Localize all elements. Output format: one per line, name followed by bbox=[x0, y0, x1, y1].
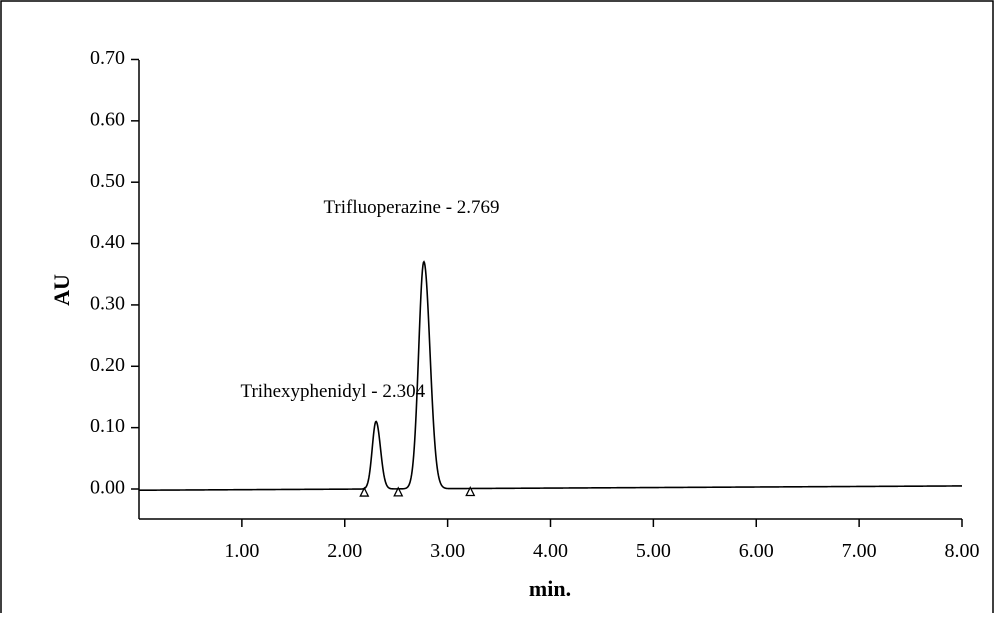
peak-annotation: Trifluoperazine - 2.769 bbox=[323, 197, 499, 218]
peak-boundary-marker bbox=[359, 486, 370, 497]
y-tick-label: 0.30 bbox=[90, 293, 125, 315]
peak-annotation: Trihexyphenidyl - 2.304 bbox=[241, 381, 426, 402]
y-tick-label: 0.50 bbox=[90, 170, 125, 192]
y-tick-label: 0.20 bbox=[90, 354, 125, 376]
x-tick-label: 5.00 bbox=[636, 540, 671, 562]
peak-boundary-marker bbox=[393, 486, 404, 497]
x-tick-label: 8.00 bbox=[945, 540, 980, 562]
x-tick-label: 3.00 bbox=[430, 540, 465, 562]
y-tick-label: 0.60 bbox=[90, 108, 125, 130]
y-tick-label: 0.00 bbox=[90, 477, 125, 499]
chromatogram-trace bbox=[138, 260, 962, 492]
peak-boundary-markers bbox=[359, 486, 476, 497]
y-tick-label: 0.70 bbox=[90, 47, 125, 69]
x-axis-title: min. bbox=[529, 576, 571, 601]
peak-boundary-marker bbox=[465, 486, 476, 497]
x-tick-label: 1.00 bbox=[224, 540, 259, 562]
y-axis-ticks: 0.70 0.60 0.50 0.40 0.30 0.20 0.10 0.00 bbox=[90, 47, 139, 499]
peak-annotations: Trihexyphenidyl - 2.304 Trifluoperazine -… bbox=[241, 197, 500, 402]
x-tick-label: 6.00 bbox=[739, 540, 774, 562]
y-axis-title: AU bbox=[49, 274, 74, 306]
y-tick-label: 0.10 bbox=[90, 415, 125, 437]
x-tick-label: 2.00 bbox=[327, 540, 362, 562]
x-axis-ticks: 1.00 2.00 3.00 4.00 5.00 6.00 7.00 8.00 bbox=[224, 519, 980, 562]
x-tick-label: 4.00 bbox=[533, 540, 568, 562]
x-tick-label: 7.00 bbox=[842, 540, 877, 562]
y-tick-label: 0.40 bbox=[90, 231, 125, 253]
